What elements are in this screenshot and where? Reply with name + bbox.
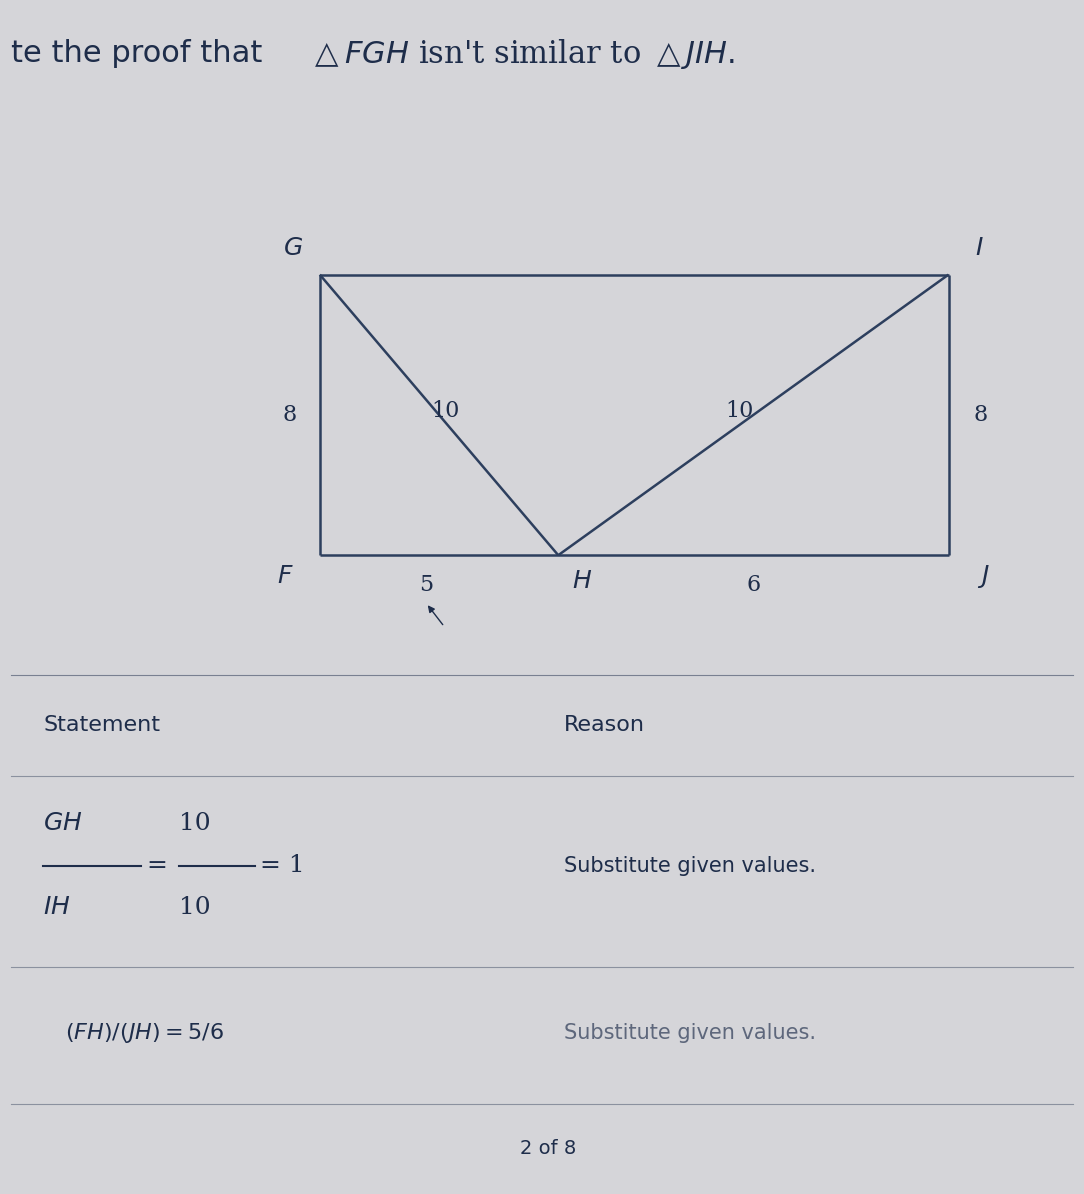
- Text: 2 of 8: 2 of 8: [520, 1139, 577, 1158]
- Text: $H$: $H$: [572, 570, 592, 593]
- Text: $GH$: $GH$: [43, 812, 82, 836]
- Text: Reason: Reason: [564, 715, 645, 734]
- Text: 10: 10: [725, 400, 753, 421]
- Text: 8: 8: [973, 404, 989, 426]
- Text: $I$: $I$: [975, 236, 983, 260]
- Text: $(FH)/(JH)=5/6$: $(FH)/(JH)=5/6$: [65, 1021, 223, 1045]
- Text: 10: 10: [431, 400, 460, 421]
- Text: $G$: $G$: [283, 236, 302, 260]
- Text: = 1: = 1: [260, 854, 305, 878]
- Text: 8: 8: [282, 404, 297, 426]
- Text: Substitute given values.: Substitute given values.: [564, 1023, 815, 1042]
- Text: $IH$: $IH$: [43, 896, 70, 919]
- Text: $\triangle FGH$ isn't similar to $\triangle JIH.$: $\triangle FGH$ isn't similar to $\trian…: [309, 37, 735, 70]
- Text: $J$: $J$: [977, 564, 990, 590]
- Text: Statement: Statement: [43, 715, 160, 734]
- Text: =: =: [146, 854, 167, 878]
- Text: 6: 6: [746, 574, 761, 596]
- Text: Substitute given values.: Substitute given values.: [564, 856, 815, 875]
- Text: 10: 10: [179, 896, 210, 919]
- Text: $F$: $F$: [276, 565, 294, 589]
- Text: te the proof that: te the proof that: [11, 39, 272, 68]
- Text: 5: 5: [418, 574, 434, 596]
- Text: 10: 10: [179, 812, 210, 836]
